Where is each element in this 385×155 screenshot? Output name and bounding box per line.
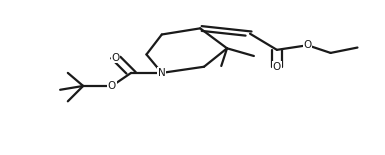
Text: O: O [273,62,281,72]
Text: O: O [108,81,116,91]
Text: N: N [158,68,166,78]
Text: O: O [112,53,120,62]
Text: O: O [303,40,312,50]
